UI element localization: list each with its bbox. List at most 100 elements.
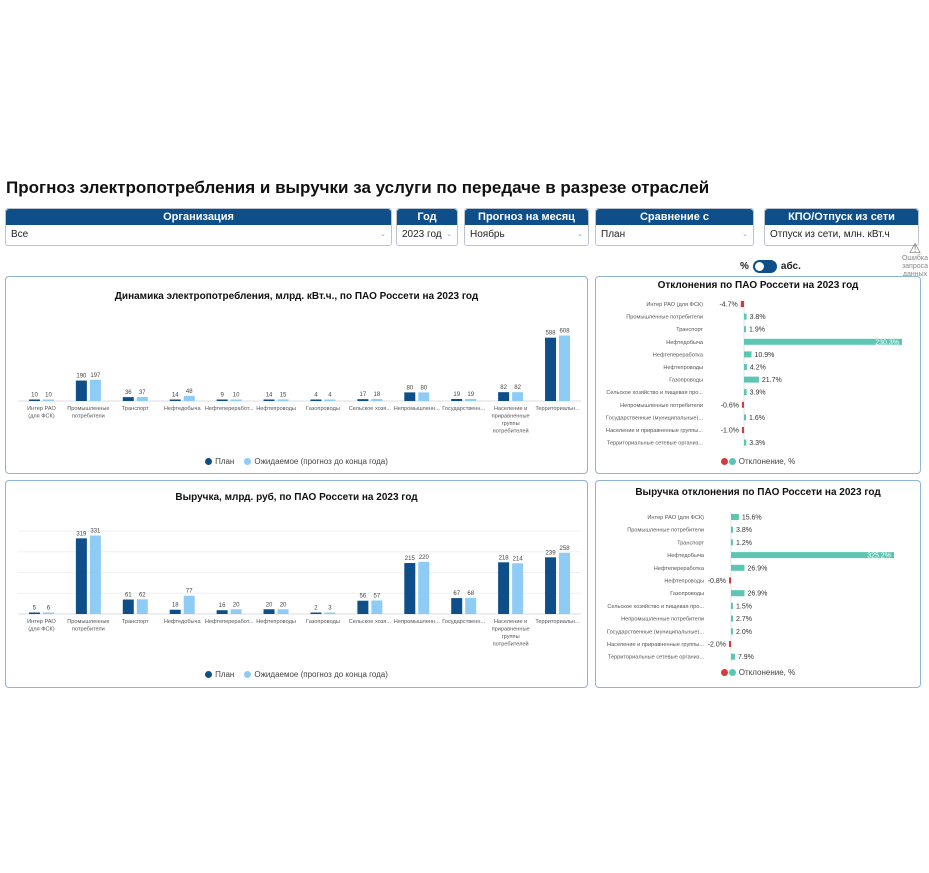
bar-value-label: 4 [328,393,332,399]
bar [277,399,289,401]
legend-item-expected[interactable]: Ожидаемое (прогноз до конца года) [244,457,388,466]
deviation-bar [729,577,731,584]
bar [465,597,477,614]
category-label: Интер РАО (для ФСК) [646,302,703,308]
bar [183,395,195,401]
legend-dot-pos [728,458,736,465]
category-tick-label: Непромышленн... [394,406,440,412]
chart-title: Отклонения по ПАО Россети на 2023 год [657,280,859,291]
category-tick-label: Непромышленн... [394,619,440,625]
chevron-down-icon[interactable]: ⌄ [380,231,386,238]
bar [545,557,557,614]
bar-value-label: 239 [546,550,557,556]
legend-item-plan[interactable]: План [205,457,234,466]
deviation-value-label: 2.7% [736,616,752,623]
legend-item-expected[interactable]: Ожидаемое (прогноз до конца года) [244,670,388,679]
chevron-down-icon[interactable]: ⌄ [577,231,583,238]
bar-value-label: 20 [233,602,240,608]
legend-dot [244,671,252,678]
deviation-value-label: 325.2% [867,553,891,560]
bar [169,399,181,401]
category-label: Непромышленные потребители [620,403,703,409]
bar [465,398,477,401]
bar [183,595,195,614]
category-tick-label: потребителей [493,428,529,435]
bar [263,609,275,614]
bar-value-label: 10 [233,393,240,399]
category-tick-label: Сельское хозя... [349,406,392,412]
category-tick-label: Нефтедобыча [164,619,202,625]
bar-value-label: 80 [406,385,413,391]
warning-indicator[interactable]: ⚠ Ошибка запроса данных [898,241,929,279]
chevron-down-icon[interactable]: ⌄ [742,231,748,238]
category-label: Транспорт [677,540,704,546]
category-label: Территориальные сетевые организ... [607,441,704,447]
deviation-value-label: 10.9% [754,352,774,359]
bar [230,399,242,401]
category-tick-label: Нефтепроводы [256,619,296,625]
category-tick-label: потребители [72,414,105,420]
bar-value-label: 197 [90,373,101,379]
bar-value-label: 20 [280,602,287,608]
bar-value-label: 9 [220,393,224,399]
legend-item-plan[interactable]: План [205,670,234,679]
deviation-bar [744,414,746,421]
bar-value-label: 56 [360,594,367,600]
bar [324,612,336,614]
bar [559,335,571,401]
bar-value-label: 62 [139,592,146,598]
filter-month[interactable]: Прогноз на месяц Ноябрь ⌄ [464,208,589,246]
filter-organization[interactable]: Организация Все ⌄ [5,208,392,246]
legend-dot [205,671,213,678]
bar-value-label: 15 [280,392,287,398]
category-tick-label: Территориальн... [535,619,580,625]
bar [357,600,369,614]
bar-value-label: 18 [374,392,381,398]
chart-legend: План Ожидаемое (прогноз до конца года) [6,670,587,679]
chart-legend: Отклонение, % [596,457,920,466]
filter-kpo[interactable]: КПО/Отпуск из сети Отпуск из сети, млн. … [764,208,919,246]
deviation-value-label: 2.0% [736,629,752,636]
filter-compare[interactable]: Сравнение с План ⌄ [595,208,754,246]
bar [263,399,275,401]
bar-value-label: 220 [419,555,430,561]
chart-title: Динамика электропотребления, млрд. кВт.ч… [114,291,479,302]
bar [404,563,416,614]
bar [512,392,524,401]
category-label: Газопроводы [669,378,703,384]
bar-value-label: 2 [314,606,318,612]
deviation-bar [731,526,733,533]
chart-panel-revenue: Выручка, млрд. руб, по ПАО Россети на 20… [5,480,588,688]
legend-item-deviation[interactable]: Отклонение, % [720,457,795,466]
bar [169,609,181,614]
bar [545,337,557,401]
bar-value-label: 57 [374,593,381,599]
category-tick-label: Транспорт [122,619,149,625]
bar-value-label: 331 [90,529,101,535]
category-tick-label: Газопроводы [306,406,340,412]
bar [451,598,463,614]
toggle-switch[interactable] [752,259,777,273]
filter-month-value: Ноябрь [470,229,505,240]
deviation-bar [729,641,731,647]
deviation-bar [731,628,733,635]
bar [216,610,228,614]
filter-year[interactable]: Год 2023 год ⌄ [396,208,458,246]
legend-item-deviation[interactable]: Отклонение, % [720,668,795,677]
category-tick-label: Транспорт [122,406,149,412]
unit-toggle[interactable]: % абс. [740,258,801,274]
bar [136,599,148,614]
bar-value-label: 10 [31,393,38,399]
bar [122,599,134,614]
bar-value-label: 68 [467,591,474,597]
deviation-bar [742,427,744,433]
deviation-value-label: 3.8% [736,527,752,534]
bar [122,397,134,401]
category-tick-label: Нефтепереработ... [205,619,254,625]
deviation-bar [742,401,744,408]
toggle-right-label: абс. [780,260,801,272]
bar [371,600,383,614]
chevron-down-icon[interactable]: ⌄ [446,231,452,238]
bar [42,612,54,614]
bar [498,392,510,401]
